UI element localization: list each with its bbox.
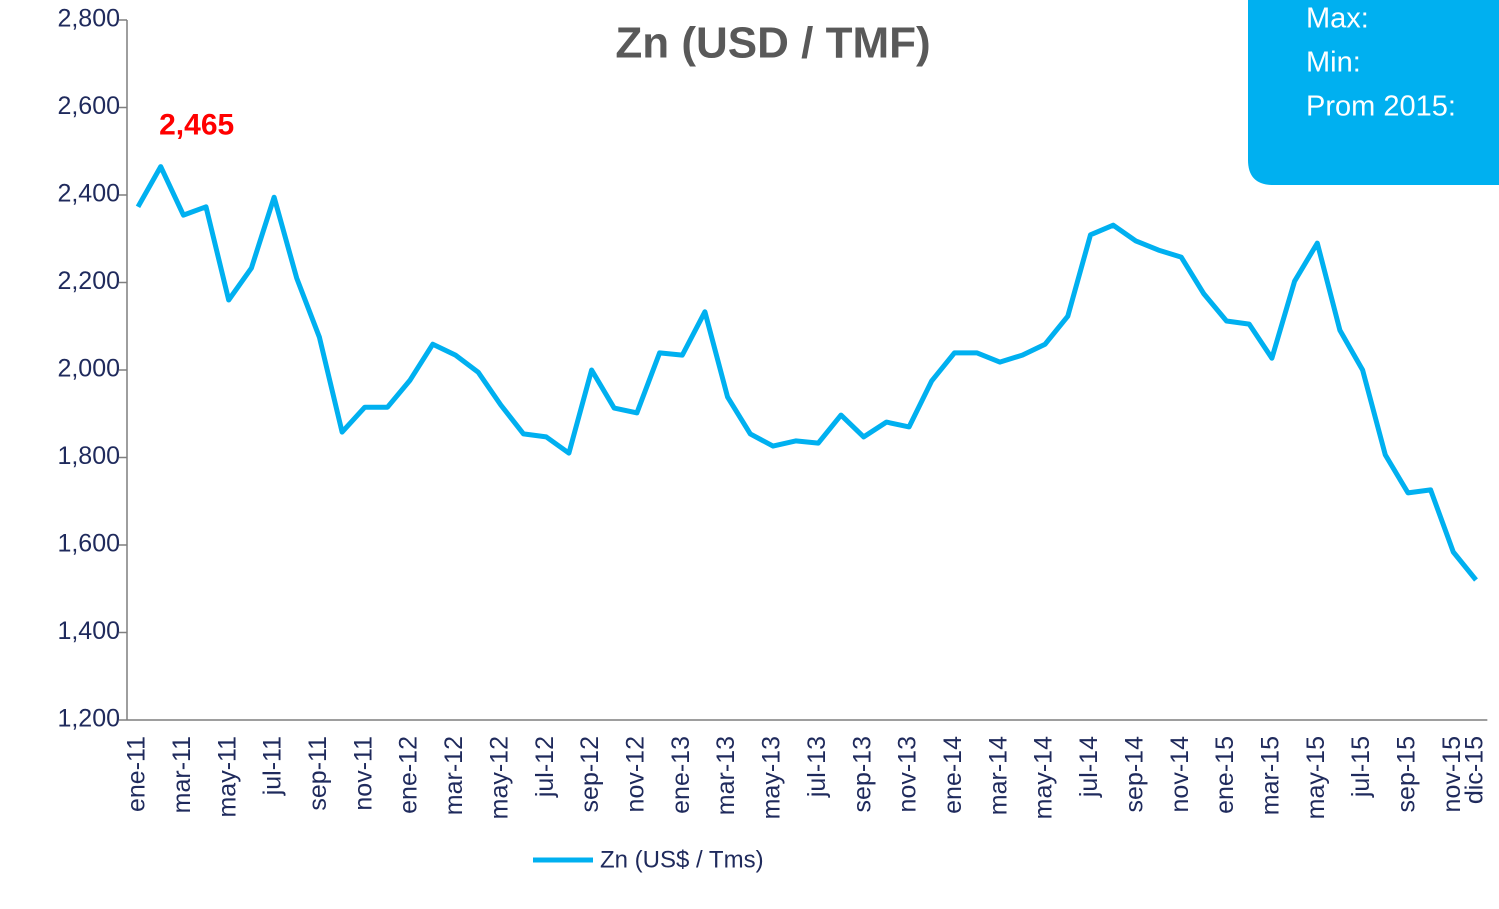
x-tick-label: nov-15 xyxy=(1438,736,1466,812)
x-tick-label: dic-15 xyxy=(1461,736,1489,804)
x-tick-label: nov-14 xyxy=(1166,736,1194,813)
x-tick-label: mar-13 xyxy=(712,736,740,815)
y-tick-label: 2,000 xyxy=(57,355,120,383)
x-tick-label: jul-13 xyxy=(803,736,831,798)
y-tick-label: 1,600 xyxy=(57,530,120,558)
x-tick-label: may-15 xyxy=(1302,736,1330,819)
x-tick-label: may-14 xyxy=(1030,736,1058,819)
y-tick-label: 2,200 xyxy=(57,267,120,295)
x-tick-label: jul-12 xyxy=(531,736,559,798)
x-tick-label: mar-12 xyxy=(440,736,468,815)
x-tick-label: sep-12 xyxy=(576,736,604,812)
legend-label: Zn (US$ / Tms) xyxy=(600,846,764,873)
x-tick-label: nov-13 xyxy=(894,736,922,812)
x-tick-label: nov-12 xyxy=(622,736,650,812)
x-tick-label: ene-11 xyxy=(123,736,151,812)
x-tick-label: jul-14 xyxy=(1075,736,1103,798)
x-tick-label: sep-14 xyxy=(1120,736,1148,813)
y-tick-label: 1,400 xyxy=(57,617,120,645)
line-series xyxy=(135,164,1478,582)
x-tick-label: nov-11 xyxy=(349,736,377,811)
info-box-text: Max: xyxy=(1306,3,1369,35)
x-tick-label: sep-11 xyxy=(304,736,332,811)
info-box-text: Min: xyxy=(1306,47,1361,79)
info-box-text: Prom 2015: xyxy=(1306,91,1456,123)
x-tick-label: mar-15 xyxy=(1257,736,1285,815)
x-tick-label: ene-14 xyxy=(939,736,967,814)
x-tick-label: may-12 xyxy=(485,736,513,819)
y-tick-label: 2,400 xyxy=(57,180,120,208)
x-tick-label: mar-11 xyxy=(168,736,196,813)
x-tick-label: jul-11 xyxy=(259,736,287,796)
y-tick-label: 1,800 xyxy=(57,442,120,470)
y-tick-label: 1,200 xyxy=(57,705,120,733)
chart-title: Zn (USD / TMF) xyxy=(615,19,930,68)
x-tick-label: jul-15 xyxy=(1347,736,1375,798)
x-tick-label: ene-15 xyxy=(1211,736,1239,814)
x-tick-label: may-13 xyxy=(758,736,786,819)
info-box xyxy=(1248,0,1499,185)
x-tick-label: sep-15 xyxy=(1393,736,1421,812)
data-label: 2,465 xyxy=(159,108,234,141)
y-tick-label: 2,800 xyxy=(57,5,120,33)
x-tick-label: may-11 xyxy=(213,736,241,818)
x-tick-label: ene-13 xyxy=(667,736,695,814)
x-tick-label: sep-13 xyxy=(848,736,876,812)
y-tick-label: 2,600 xyxy=(57,92,120,120)
x-tick-label: mar-14 xyxy=(984,736,1012,815)
x-tick-label: ene-12 xyxy=(395,736,423,814)
